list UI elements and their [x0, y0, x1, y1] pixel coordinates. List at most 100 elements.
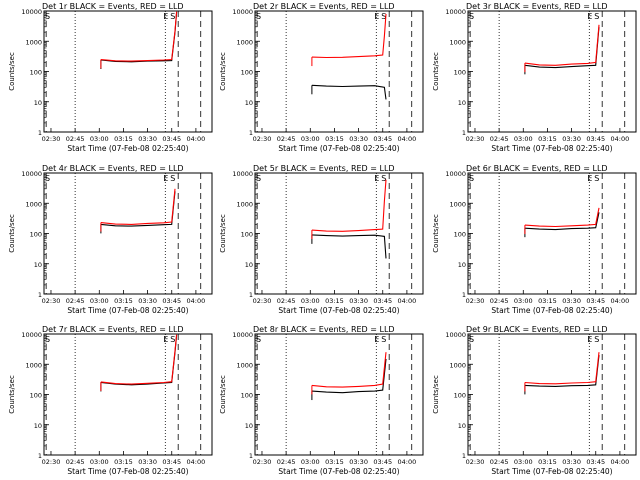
lld-series-line: [100, 188, 176, 225]
x-tick-label: 03:00: [301, 458, 320, 466]
lld-series-line: [311, 352, 387, 388]
plot-frame: [254, 172, 424, 295]
event-mark-s: S: [381, 335, 386, 344]
event-mark-s-left: S: [469, 335, 474, 344]
y-tick-label: 1: [38, 129, 42, 137]
y-tick-label: 10000: [445, 170, 466, 178]
x-tick-label: 03:00: [90, 135, 109, 143]
y-tick-label: 10000: [445, 331, 466, 339]
y-tick-label: 100: [454, 69, 466, 77]
x-tick-label: 03:30: [349, 458, 368, 466]
x-axis-label: Start Time (07-Feb-08 02:25:40): [491, 467, 612, 476]
events-series-line: [524, 26, 600, 69]
x-tick-label: 03:45: [162, 458, 181, 466]
x-tick-label: 03:30: [562, 458, 581, 466]
plot-frame: [43, 172, 213, 295]
x-tick-label: 03:30: [562, 135, 581, 143]
x-tick-label: 04:00: [398, 135, 417, 143]
y-axis-label: Counts/sec: [432, 214, 440, 253]
y-tick-label: 10: [458, 99, 466, 107]
events-series-line: [311, 234, 387, 259]
event-mark-s: S: [170, 174, 175, 183]
event-mark-e: E: [374, 12, 379, 21]
event-mark-s-left: S: [45, 12, 50, 21]
detector-panel-8: Det 8r BLACK = Events, RED = LLD 1 10 100 10…: [219, 325, 424, 476]
y-tick-label: 1: [462, 291, 466, 299]
y-tick-label: 100: [241, 231, 253, 239]
y-tick-label: 1000: [25, 200, 42, 208]
event-mark-e: E: [374, 335, 379, 344]
x-tick-label: 02:30: [466, 135, 485, 143]
event-mark-s: S: [594, 174, 599, 183]
x-tick-label: 03:15: [114, 297, 133, 305]
y-tick-label: 10000: [21, 331, 42, 339]
y-axis-label: Counts/sec: [219, 214, 227, 253]
y-tick-label: 1: [38, 452, 42, 460]
y-axis-label: Counts/sec: [432, 375, 440, 414]
y-tick-label: 1000: [236, 38, 253, 46]
x-tick-label: 02:30: [253, 458, 272, 466]
y-tick-label: 100: [241, 69, 253, 77]
y-tick-label: 1000: [25, 38, 42, 46]
plot-frame: [254, 333, 424, 456]
x-tick-label: 02:45: [490, 297, 509, 305]
event-mark-s-left: S: [256, 174, 261, 183]
event-mark-s-left: S: [469, 12, 474, 21]
x-tick-label: 02:45: [277, 458, 296, 466]
event-mark-e: E: [163, 335, 168, 344]
y-tick-label: 10: [34, 261, 42, 269]
x-tick-label: 03:30: [138, 458, 157, 466]
x-axis-label: Start Time (07-Feb-08 02:25:40): [67, 306, 188, 315]
x-tick-label: 03:15: [538, 135, 557, 143]
y-tick-label: 1000: [236, 200, 253, 208]
detector-panel-6: Det 6r BLACK = Events, RED = LLD 1 10 100 10…: [432, 164, 637, 315]
x-tick-label: 04:00: [398, 458, 417, 466]
detector-panel-3: Det 3r BLACK = Events, RED = LLD 1 10 100 10…: [432, 2, 637, 153]
events-series-line: [311, 358, 387, 394]
panel-title: Det 1r BLACK = Events, RED = LLD: [42, 2, 184, 11]
y-tick-label: 10: [34, 99, 42, 107]
x-axis-label: Start Time (07-Feb-08 02:25:40): [278, 306, 399, 315]
y-tick-label: 1000: [449, 38, 466, 46]
x-tick-label: 03:30: [562, 297, 581, 305]
x-tick-label: 04:00: [187, 458, 206, 466]
plot-frame: [43, 333, 213, 456]
events-series-line: [524, 355, 600, 387]
event-mark-s: S: [381, 174, 386, 183]
y-tick-label: 100: [30, 231, 42, 239]
panel-title: Det 4r BLACK = Events, RED = LLD: [42, 164, 184, 173]
x-tick-label: 03:15: [325, 458, 344, 466]
y-tick-label: 10000: [21, 8, 42, 16]
x-tick-label: 02:45: [490, 458, 509, 466]
x-tick-label: 04:00: [398, 297, 417, 305]
x-tick-label: 03:45: [586, 135, 605, 143]
lld-series-line: [311, 179, 387, 232]
x-tick-label: 02:45: [66, 297, 85, 305]
event-mark-e: E: [163, 12, 168, 21]
events-series-line: [524, 212, 600, 231]
y-axis-label: Counts/sec: [8, 52, 16, 91]
x-tick-label: 03:45: [373, 458, 392, 466]
y-tick-label: 100: [241, 392, 253, 400]
x-tick-label: 03:00: [301, 135, 320, 143]
plot-frame: [467, 333, 637, 456]
lld-series-line: [524, 207, 600, 228]
y-axis-label: Counts/sec: [8, 214, 16, 253]
x-tick-label: 03:15: [538, 458, 557, 466]
y-tick-label: 1: [462, 452, 466, 460]
x-tick-label: 03:15: [114, 135, 133, 143]
x-tick-label: 03:45: [586, 458, 605, 466]
event-mark-s-left: S: [256, 335, 261, 344]
y-tick-label: 100: [30, 69, 42, 77]
x-tick-label: 03:30: [349, 297, 368, 305]
x-tick-label: 03:45: [373, 135, 392, 143]
lld-series-line: [100, 11, 178, 62]
lld-series-line: [311, 13, 387, 59]
x-tick-label: 03:00: [301, 297, 320, 305]
event-mark-s: S: [381, 12, 386, 21]
x-tick-label: 02:45: [490, 135, 509, 143]
event-mark-e: E: [587, 335, 592, 344]
x-tick-label: 04:00: [611, 458, 630, 466]
x-tick-label: 03:45: [586, 297, 605, 305]
